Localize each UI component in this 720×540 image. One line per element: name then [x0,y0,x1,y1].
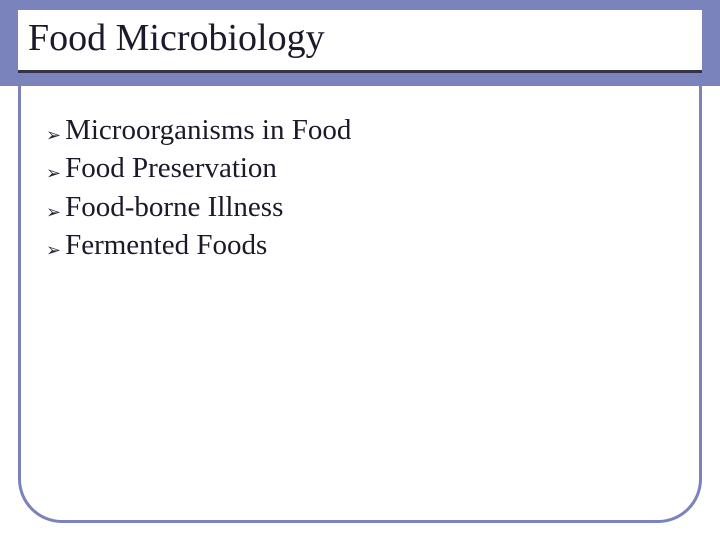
bullet-marker-icon: ➢ [46,241,61,259]
slide-title: Food Microbiology [28,16,692,60]
bullet-text: Microorganisms in Food [65,112,351,148]
bullet-text: Food Preservation [65,150,277,186]
list-item: ➢ Fermented Foods [46,227,351,263]
list-item: ➢ Food-borne Illness [46,189,351,225]
bullet-text: Food-borne Illness [65,189,283,225]
list-item: ➢ Food Preservation [46,150,351,186]
bullet-marker-icon: ➢ [46,164,61,182]
bullet-list: ➢ Microorganisms in Food ➢ Food Preserva… [46,112,351,265]
bullet-marker-icon: ➢ [46,203,61,221]
title-card: Food Microbiology [18,10,702,73]
list-item: ➢ Microorganisms in Food [46,112,351,148]
bullet-text: Fermented Foods [65,227,267,263]
bullet-marker-icon: ➢ [46,126,61,144]
